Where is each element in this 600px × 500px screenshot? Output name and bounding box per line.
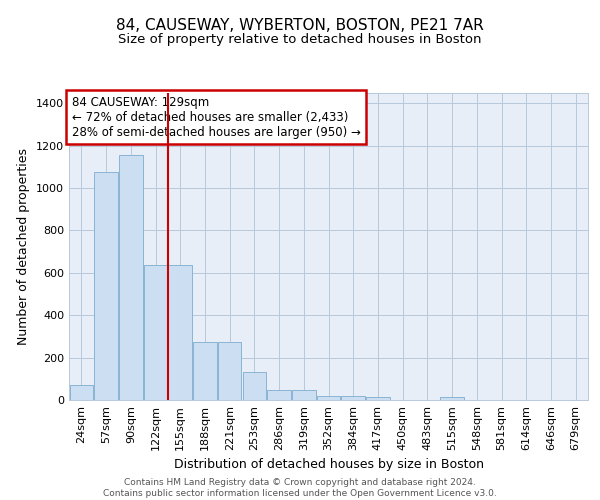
Bar <box>268 390 291 400</box>
Bar <box>119 155 143 400</box>
Bar <box>218 342 241 400</box>
Text: 84, CAUSEWAY, WYBERTON, BOSTON, PE21 7AR: 84, CAUSEWAY, WYBERTON, BOSTON, PE21 7AR <box>116 18 484 32</box>
Bar <box>242 372 266 400</box>
Bar <box>70 385 93 400</box>
Bar <box>317 396 340 400</box>
X-axis label: Distribution of detached houses by size in Boston: Distribution of detached houses by size … <box>173 458 484 471</box>
Text: Contains HM Land Registry data © Crown copyright and database right 2024.
Contai: Contains HM Land Registry data © Crown c… <box>103 478 497 498</box>
Bar <box>341 396 365 400</box>
Bar <box>193 342 217 400</box>
Text: 84 CAUSEWAY: 129sqm
← 72% of detached houses are smaller (2,433)
28% of semi-det: 84 CAUSEWAY: 129sqm ← 72% of detached ho… <box>71 96 361 138</box>
Y-axis label: Number of detached properties: Number of detached properties <box>17 148 31 345</box>
Bar <box>440 398 464 400</box>
Bar <box>169 266 192 400</box>
Bar <box>366 397 389 400</box>
Bar <box>292 390 316 400</box>
Bar <box>144 266 167 400</box>
Text: Size of property relative to detached houses in Boston: Size of property relative to detached ho… <box>118 32 482 46</box>
Bar <box>94 172 118 400</box>
